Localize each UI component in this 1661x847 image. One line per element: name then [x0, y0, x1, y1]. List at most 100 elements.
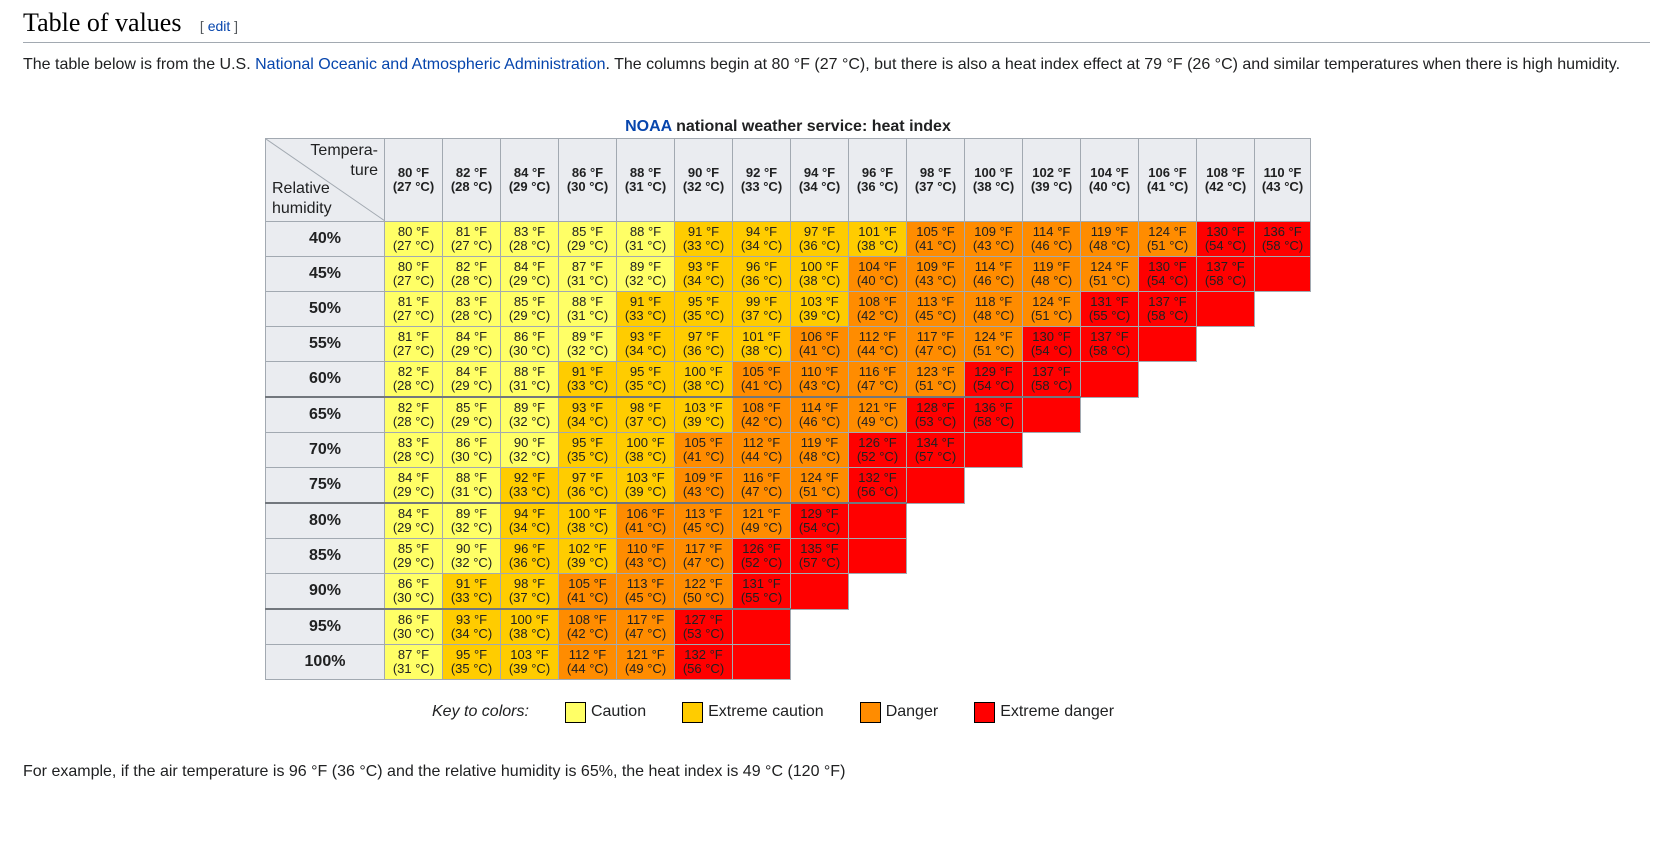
cell-fahrenheit: 91 °F — [455, 576, 488, 591]
heat-index-cell: 93 °F (34 °C) — [674, 256, 733, 292]
cell-fahrenheit: 105 °F — [684, 435, 723, 450]
empty-cell — [1022, 432, 1081, 468]
cell-fahrenheit: 121 °F — [626, 647, 665, 662]
cell-fahrenheit: 88 °F — [455, 470, 488, 485]
header-row: Tempera-ture Relative humidity 80 °F (27 °… — [265, 138, 1311, 222]
edit-section: [ edit ] — [200, 18, 238, 34]
cell-celsius: (28 °C) — [450, 308, 493, 323]
cell-celsius: (31 °C) — [566, 273, 609, 288]
cell-fahrenheit: 108 °F — [858, 294, 897, 309]
heat-index-cell: 105 °F (41 °C) — [674, 432, 733, 468]
empty-cell — [964, 609, 1023, 645]
cell-fahrenheit: 93 °F — [687, 259, 720, 274]
column-header-fahrenheit: 94 °F — [803, 165, 836, 180]
cell-fahrenheit: 116 °F — [742, 470, 781, 485]
cell-celsius: (56 °C) — [682, 661, 725, 676]
cell-celsius: (52 °C) — [856, 449, 899, 464]
empty-cell — [1080, 644, 1139, 680]
heat-index-cell: 103 °F (39 °C) — [790, 291, 849, 327]
column-header-fahrenheit: 92 °F — [745, 165, 778, 180]
column-header: 96 °F (36 °C) — [848, 138, 907, 222]
heat-index-cell: 124 °F (51 °C) — [1080, 256, 1139, 292]
heat-index-cell: 85 °F (29 °C) — [500, 291, 559, 327]
heat-index-cell: 90 °F (32 °C) — [500, 432, 559, 468]
heat-index-cell: 88 °F (31 °C) — [442, 467, 501, 504]
humidity-row-header: 70% — [265, 432, 385, 468]
cell-celsius: (28 °C) — [392, 414, 435, 429]
heat-index-cell: 124 °F (51 °C) — [964, 326, 1023, 362]
column-header-fahrenheit: 98 °F — [919, 165, 952, 180]
humidity-row-header: 80% — [265, 502, 385, 539]
cell-celsius: (31 °C) — [624, 238, 667, 253]
cell-celsius: (54 °C) — [798, 520, 841, 535]
cell-celsius: (27 °C) — [450, 238, 493, 253]
empty-cell — [964, 467, 1023, 503]
cell-celsius: (32 °C) — [508, 414, 551, 429]
heat-index-cell: 96 °F (36 °C) — [732, 256, 791, 292]
edit-bracket-close: ] — [230, 18, 239, 34]
heat-index-cell: 80 °F (27 °C) — [384, 221, 443, 257]
heat-index-cell: 91 °F (33 °C) — [558, 361, 617, 398]
column-header-celsius: (43 °C) — [1261, 179, 1304, 194]
cell-fahrenheit: 130 °F — [1206, 224, 1245, 239]
caption-noaa-link[interactable]: NOAA — [625, 118, 672, 135]
cell-celsius: (35 °C) — [682, 308, 725, 323]
cell-fahrenheit: 112 °F — [568, 647, 607, 662]
heat-index-cell: 109 °F (43 °C) — [674, 467, 733, 504]
empty-cell — [1254, 361, 1311, 397]
cell-fahrenheit: 93 °F — [455, 612, 488, 627]
cell-celsius: (33 °C) — [566, 378, 609, 393]
empty-cell — [906, 644, 965, 680]
table-row: 45% 80 °F (27 °C) 82 °F (28 °C) 84 °F (29 °C) 8… — [265, 256, 1311, 292]
cell-fahrenheit: 97 °F — [571, 470, 604, 485]
empty-cell — [1254, 503, 1311, 539]
cell-celsius: (42 °C) — [856, 308, 899, 323]
cell-celsius: (58 °C) — [972, 414, 1015, 429]
heat-index-cell: 124 °F (51 °C) — [1022, 291, 1081, 327]
humidity-row-header: 55% — [265, 326, 385, 362]
empty-cell — [964, 573, 1023, 609]
table-row: 90% 86 °F (30 °C) 91 °F (33 °C) 98 °F (37 °C) 1… — [265, 573, 1311, 610]
column-header: 94 °F (34 °C) — [790, 138, 849, 222]
heat-index-cell: 134 °F (57 °C) — [906, 432, 965, 468]
cell-fahrenheit: 93 °F — [571, 400, 604, 415]
heat-index-cell: 81 °F (27 °C) — [442, 221, 501, 257]
heat-index-cell: 121 °F (49 °C) — [616, 644, 675, 680]
heat-index-cell: 112 °F (44 °C) — [732, 432, 791, 468]
table-caption: NOAA national weather service: heat inde… — [265, 116, 1311, 138]
cell-celsius: (36 °C) — [740, 273, 783, 288]
cell-fahrenheit: 91 °F — [629, 294, 662, 309]
heat-index-cell: 89 °F (32 °C) — [558, 326, 617, 362]
table-row: 85% 85 °F (29 °C) 90 °F (32 °C) 96 °F (36 °C) 1… — [265, 538, 1311, 574]
cell-fahrenheit: 126 °F — [858, 435, 897, 450]
key-item-label: Danger — [885, 703, 939, 720]
empty-cell — [1196, 397, 1255, 433]
heat-index-cell: 127 °F (53 °C) — [674, 608, 733, 645]
color-swatch — [974, 701, 996, 723]
cell-celsius: (36 °C) — [566, 484, 609, 499]
column-header-fahrenheit: 86 °F — [571, 165, 604, 180]
edit-link[interactable]: edit — [207, 18, 231, 34]
cell-fahrenheit: 81 °F — [455, 224, 488, 239]
cell-celsius: (54 °C) — [1146, 273, 1189, 288]
cell-celsius: (48 °C) — [972, 308, 1015, 323]
table-row: 55% 81 °F (27 °C) 84 °F (29 °C) 86 °F (30 °C) 8… — [265, 326, 1311, 362]
cell-fahrenheit: 129 °F — [800, 506, 839, 521]
cell-fahrenheit: 85 °F — [513, 294, 546, 309]
heat-index-cell: 136 °F (58 °C) — [964, 396, 1023, 433]
cell-fahrenheit: 105 °F — [568, 576, 607, 591]
cell-fahrenheit: 82 °F — [397, 400, 430, 415]
empty-cell — [906, 609, 965, 645]
cell-celsius: (54 °C) — [1030, 343, 1073, 358]
cell-fahrenheit: 113 °F — [684, 506, 723, 521]
cell-fahrenheit: 119 °F — [800, 435, 839, 450]
cell-fahrenheit: 89 °F — [629, 259, 662, 274]
cell-fahrenheit: 121 °F — [742, 506, 781, 521]
heat-index-cell: 100 °F (38 °C) — [674, 361, 733, 398]
column-header: 108 °F (42 °C) — [1196, 138, 1255, 222]
heat-index-cell: 84 °F (29 °C) — [442, 361, 501, 398]
heat-index-cell: 105 °F (41 °C) — [906, 221, 965, 257]
cell-fahrenheit: 124 °F — [800, 470, 839, 485]
noaa-link[interactable]: National Oceanic and Atmospheric Adminis… — [255, 56, 606, 73]
cell-celsius: (43 °C) — [798, 378, 841, 393]
